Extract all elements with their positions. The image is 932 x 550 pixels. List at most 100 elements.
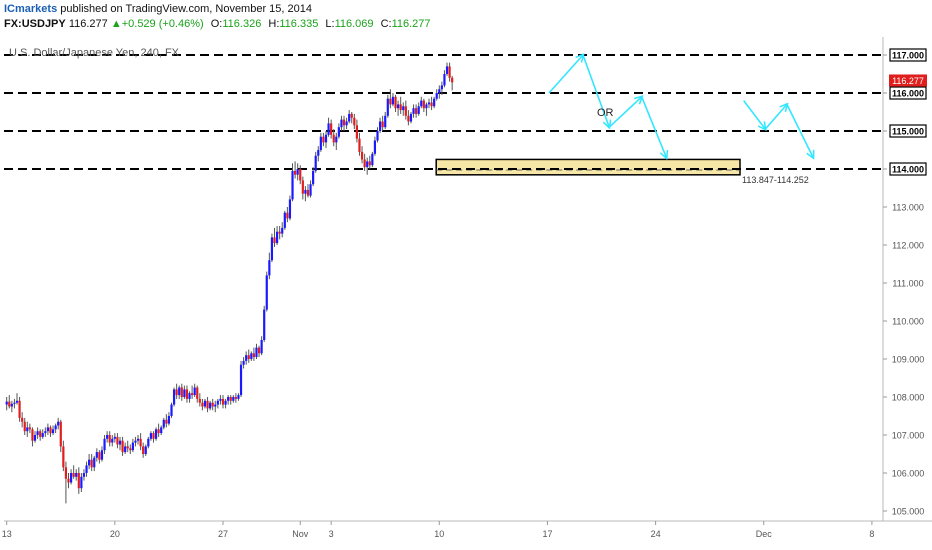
candle[interactable] (409, 112, 413, 124)
candle[interactable] (219, 395, 222, 405)
candle[interactable] (154, 427, 158, 441)
candle[interactable] (113, 433, 116, 443)
candle[interactable] (165, 414, 168, 428)
candle[interactable] (337, 123, 340, 139)
candle[interactable] (111, 435, 114, 447)
candle[interactable] (69, 469, 73, 485)
candle[interactable] (332, 129, 335, 147)
candle[interactable] (214, 400, 217, 413)
candle[interactable] (227, 395, 230, 405)
candle[interactable] (281, 222, 284, 238)
candle[interactable] (257, 345, 261, 358)
candle[interactable] (242, 357, 245, 369)
candle[interactable] (232, 395, 235, 403)
candle[interactable] (407, 110, 410, 126)
candle[interactable] (224, 398, 227, 409)
candle[interactable] (201, 398, 204, 411)
candle[interactable] (31, 427, 34, 447)
candle[interactable] (376, 127, 379, 143)
candle[interactable] (196, 385, 199, 403)
candle[interactable] (98, 450, 101, 464)
candle[interactable] (363, 153, 366, 171)
candle[interactable] (157, 423, 160, 437)
candle[interactable] (8, 395, 11, 409)
candle[interactable] (144, 444, 147, 456)
candle[interactable] (85, 461, 88, 477)
candle[interactable] (330, 119, 333, 139)
candle[interactable] (72, 465, 75, 479)
candle[interactable] (100, 446, 104, 462)
candle[interactable] (206, 397, 209, 413)
candle[interactable] (438, 85, 441, 99)
candle[interactable] (77, 467, 80, 494)
candle[interactable] (291, 163, 294, 202)
candle[interactable] (36, 427, 39, 439)
candle[interactable] (342, 115, 346, 131)
candle[interactable] (41, 429, 44, 439)
candle[interactable] (118, 436, 122, 451)
candle[interactable] (116, 433, 119, 449)
candle[interactable] (394, 94, 397, 112)
candle[interactable] (430, 96, 433, 111)
candle[interactable] (368, 155, 371, 169)
candle[interactable] (317, 146, 320, 162)
candle[interactable] (294, 161, 297, 179)
candle[interactable] (420, 96, 423, 109)
candle[interactable] (180, 383, 183, 401)
candle[interactable] (252, 347, 255, 361)
candle[interactable] (322, 132, 325, 147)
candle[interactable] (54, 423, 57, 434)
candle[interactable] (288, 195, 292, 221)
candle[interactable] (270, 233, 274, 263)
candle[interactable] (237, 393, 240, 401)
candle[interactable] (108, 431, 111, 447)
candle[interactable] (149, 431, 152, 441)
candle[interactable] (263, 305, 266, 342)
candle[interactable] (278, 226, 281, 240)
candle[interactable] (353, 113, 356, 130)
candle[interactable] (345, 117, 348, 130)
candle[interactable] (340, 115, 343, 131)
candle[interactable] (378, 117, 382, 133)
candle[interactable] (23, 417, 26, 435)
candle[interactable] (152, 431, 155, 443)
candle[interactable] (172, 387, 176, 407)
candle[interactable] (170, 402, 173, 418)
candle[interactable] (134, 436, 137, 447)
candle[interactable] (49, 425, 52, 437)
candle[interactable] (178, 385, 181, 399)
candle[interactable] (21, 412, 24, 428)
candle[interactable] (296, 163, 299, 181)
candle[interactable] (75, 469, 78, 481)
candle[interactable] (188, 391, 191, 403)
candle[interactable] (203, 398, 207, 409)
candle[interactable] (260, 336, 263, 356)
candle[interactable] (185, 385, 189, 403)
candle[interactable] (433, 96, 436, 109)
candle[interactable] (64, 461, 68, 504)
candle[interactable] (324, 131, 328, 149)
candle[interactable] (59, 419, 62, 453)
candle[interactable] (147, 436, 150, 449)
candle[interactable] (355, 119, 359, 143)
candle[interactable] (39, 429, 42, 441)
candle[interactable] (221, 395, 225, 409)
candle[interactable] (33, 431, 37, 443)
candle[interactable] (44, 427, 47, 437)
candle[interactable] (245, 351, 248, 365)
candle[interactable] (211, 398, 214, 411)
candle[interactable] (299, 165, 302, 185)
candle[interactable] (265, 271, 268, 312)
candle[interactable] (95, 448, 98, 462)
candle[interactable] (312, 167, 315, 187)
candle[interactable] (350, 112, 353, 124)
candle[interactable] (396, 100, 400, 116)
candle[interactable] (13, 398, 16, 409)
candle[interactable] (193, 383, 196, 397)
candle[interactable] (209, 400, 212, 411)
candle[interactable] (366, 157, 369, 175)
candle[interactable] (440, 81, 443, 95)
candle[interactable] (247, 349, 250, 363)
candle[interactable] (46, 423, 50, 435)
